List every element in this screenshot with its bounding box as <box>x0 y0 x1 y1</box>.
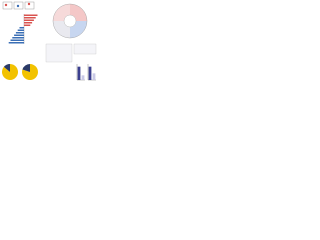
bar <box>15 32 24 34</box>
ring <box>52 3 88 39</box>
mini-panel <box>13 1 24 10</box>
pie-slice <box>1 64 18 81</box>
circular-diagram <box>52 3 88 39</box>
bar <box>92 73 96 80</box>
legend-box <box>45 43 73 63</box>
bar <box>12 37 24 39</box>
bar <box>24 19 34 21</box>
legend-box <box>73 43 97 55</box>
center <box>63 14 77 28</box>
bar <box>10 39 24 41</box>
bar <box>77 66 81 80</box>
mini-panel <box>24 1 35 10</box>
bar <box>8 42 24 44</box>
bar <box>24 22 33 24</box>
mini-panel <box>2 1 13 10</box>
bar <box>24 17 36 19</box>
pie-slice <box>22 64 30 72</box>
bar <box>14 34 24 36</box>
dot <box>16 4 20 8</box>
pie-slice <box>3 64 10 72</box>
bar <box>88 66 92 80</box>
bar <box>17 29 24 31</box>
figure <box>0 0 99 84</box>
dot <box>4 3 8 7</box>
bar <box>19 27 24 29</box>
bar <box>81 75 85 80</box>
bar <box>24 24 31 26</box>
bar <box>24 14 38 16</box>
dot <box>27 2 31 6</box>
